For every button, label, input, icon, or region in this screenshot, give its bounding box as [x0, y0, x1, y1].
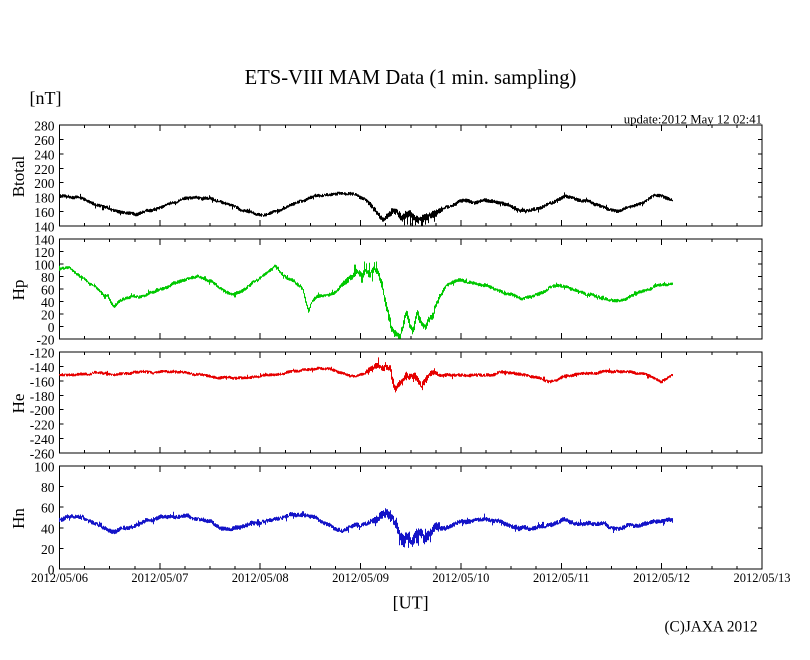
- svg-text:140: 140: [34, 233, 55, 248]
- svg-text:220: 220: [34, 162, 55, 177]
- svg-text:Btotal: Btotal: [9, 155, 28, 197]
- svg-text:ETS-VIII MAM Data (1 min. samp: ETS-VIII MAM Data (1 min. sampling): [245, 67, 577, 89]
- svg-text:-120: -120: [30, 346, 55, 361]
- svg-text:140: 140: [34, 220, 55, 235]
- svg-text:20: 20: [41, 308, 55, 323]
- svg-text:He: He: [9, 394, 28, 414]
- svg-text:100: 100: [34, 460, 55, 475]
- svg-text:Hp: Hp: [9, 280, 28, 301]
- svg-text:2012/05/11: 2012/05/11: [533, 571, 589, 585]
- svg-text:-260: -260: [30, 447, 55, 462]
- svg-text:2012/05/09: 2012/05/09: [332, 571, 389, 585]
- svg-text:2012/05/10: 2012/05/10: [432, 571, 489, 585]
- svg-text:0: 0: [48, 563, 55, 578]
- svg-text:-160: -160: [30, 374, 55, 389]
- svg-text:240: 240: [34, 147, 55, 162]
- svg-text:2012/05/07: 2012/05/07: [131, 571, 188, 585]
- svg-text:180: 180: [34, 191, 55, 206]
- svg-text:80: 80: [41, 480, 55, 495]
- svg-text:2012/05/13: 2012/05/13: [734, 571, 791, 585]
- svg-text:120: 120: [34, 245, 55, 260]
- svg-text:160: 160: [34, 205, 55, 220]
- svg-text:-220: -220: [30, 418, 55, 433]
- svg-text:-240: -240: [30, 432, 55, 447]
- svg-text:2012/05/08: 2012/05/08: [232, 571, 289, 585]
- svg-text:40: 40: [41, 521, 55, 536]
- svg-text:update:2012 May 12 02:41: update:2012 May 12 02:41: [624, 112, 762, 126]
- svg-text:-140: -140: [30, 360, 55, 375]
- svg-text:[UT]: [UT]: [393, 593, 429, 613]
- svg-text:260: 260: [34, 133, 55, 148]
- svg-text:2012/05/06: 2012/05/06: [31, 571, 88, 585]
- svg-text:100: 100: [34, 258, 55, 273]
- svg-text:60: 60: [41, 501, 55, 516]
- svg-text:200: 200: [34, 176, 55, 191]
- svg-text:-20: -20: [37, 333, 55, 348]
- svg-text:[nT]: [nT]: [30, 88, 62, 108]
- svg-text:280: 280: [34, 119, 55, 134]
- svg-text:40: 40: [41, 295, 55, 310]
- svg-text:60: 60: [41, 283, 55, 298]
- svg-text:Hn: Hn: [9, 508, 28, 529]
- svg-text:0: 0: [48, 320, 55, 335]
- svg-text:80: 80: [41, 270, 55, 285]
- svg-text:20: 20: [41, 542, 55, 557]
- svg-text:-200: -200: [30, 403, 55, 418]
- svg-text:(C)JAXA 2012: (C)JAXA 2012: [664, 619, 757, 636]
- svg-text:-180: -180: [30, 389, 55, 404]
- svg-text:2012/05/12: 2012/05/12: [633, 571, 690, 585]
